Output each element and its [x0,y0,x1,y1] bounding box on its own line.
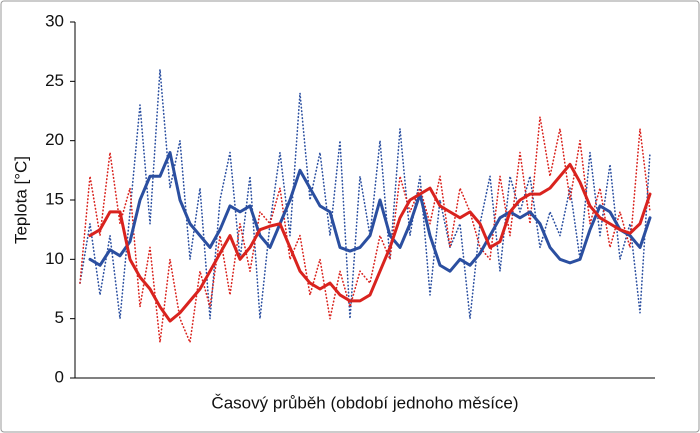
series-line [88,151,652,273]
series-line [79,68,651,320]
series-line [79,116,651,344]
y-tick-label: 5 [55,308,64,327]
y-tick-label: 25 [45,71,64,90]
y-tick-label: 0 [55,367,64,386]
series-line [88,162,652,323]
y-tick-label: 20 [45,130,64,149]
y-tick-label: 15 [45,189,64,208]
x-axis-label: Časový průběh (období jednoho měsíce) [211,393,518,412]
y-tick-label: 10 [45,249,64,268]
y-tick-label: 30 [45,11,64,30]
y-axis-label: Teplota [°C] [11,156,30,244]
